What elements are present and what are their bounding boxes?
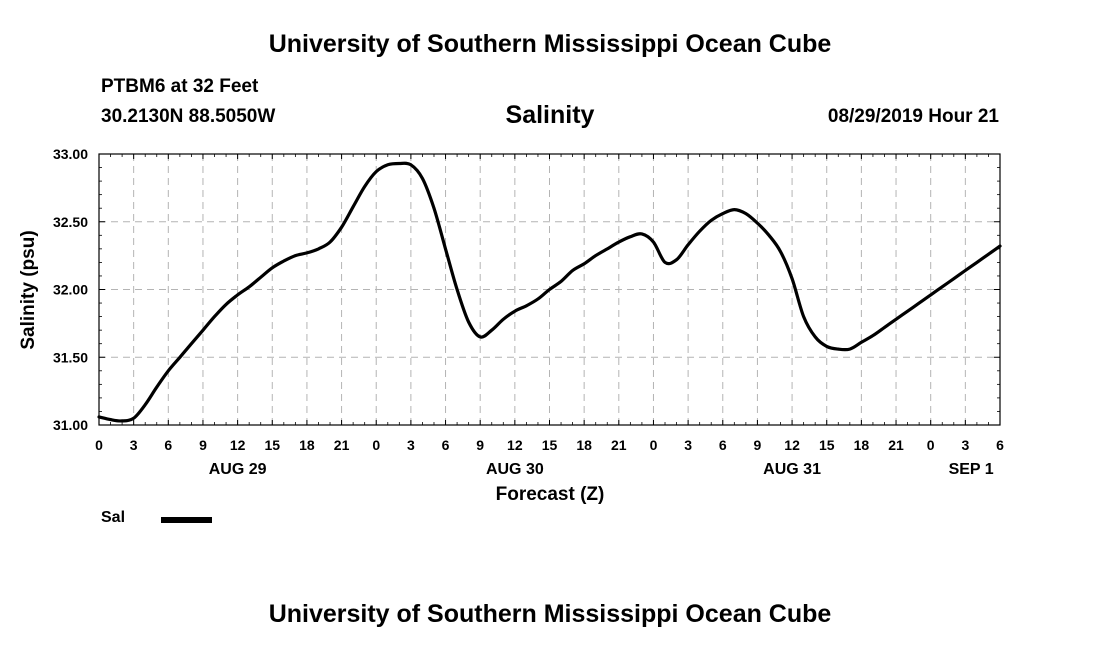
x-tick-label: 6: [442, 437, 450, 453]
y-axis-title: Salinity (psu): [18, 230, 39, 349]
legend-swatch: [161, 517, 212, 523]
x-tick-label: 9: [754, 437, 762, 453]
axis-labels: 0 3 6 9 12 15 18 21 0 3 6 9 12 15 18 21 0 3 6 9 12 15 18 21 0 3 6 3…: [18, 146, 1004, 505]
x-tick-label: 0: [95, 437, 103, 453]
header-title: University of Southern Mississippi Ocean…: [268, 30, 832, 58]
y-tick-label: 32.50: [53, 214, 88, 230]
x-tick-label: 0: [372, 437, 380, 453]
x-tick-label: 3: [684, 437, 692, 453]
x-tick-label: 3: [961, 437, 969, 453]
x-day-label: AUG 31: [763, 461, 821, 478]
forecast-timestamp: 08/29/2019 Hour 21: [827, 106, 999, 127]
x-day-label: AUG 30: [486, 461, 544, 478]
x-axis-title: Forecast (Z): [496, 484, 605, 505]
x-tick-label: 15: [819, 437, 835, 453]
x-tick-label: 6: [719, 437, 727, 453]
x-tick-label: 15: [264, 437, 280, 453]
series-line-salinity: [97, 161, 1002, 423]
x-tick-label: 6: [996, 437, 1004, 453]
x-tick-label: 18: [299, 437, 315, 453]
x-tick-label: 9: [199, 437, 207, 453]
x-tick-label: 6: [164, 437, 172, 453]
chart-title: Salinity: [505, 101, 595, 129]
x-tick-label: 3: [130, 437, 138, 453]
x-tick-label: 12: [784, 437, 800, 453]
x-tick-label: 12: [507, 437, 523, 453]
x-tick-label: 9: [476, 437, 484, 453]
footer-title: University of Southern Mississippi Ocean…: [268, 600, 832, 628]
x-tick-label: 21: [611, 437, 627, 453]
x-tick-label: 21: [334, 437, 350, 453]
plot-frame: [98, 153, 1001, 426]
y-tick-label: 31.50: [53, 349, 88, 365]
x-tick-label: 12: [230, 437, 246, 453]
y-tick-label: 32.00: [53, 282, 88, 298]
legend-label: Sal: [101, 509, 126, 526]
grid-lines: [99, 154, 1000, 425]
y-tick-label: 33.00: [53, 146, 88, 162]
station-coordinates: 30.2130N 88.5050W: [101, 106, 276, 127]
series-group: [97, 161, 1002, 423]
x-day-label: SEP 1: [949, 461, 994, 478]
station-name: PTBM6 at 32 Feet: [101, 76, 259, 97]
x-tick-label: 21: [888, 437, 904, 453]
x-tick-label: 15: [542, 437, 558, 453]
x-tick-label: 0: [927, 437, 935, 453]
x-tick-label: 3: [407, 437, 415, 453]
y-tick-label: 31.00: [53, 417, 88, 433]
x-day-label: AUG 29: [209, 461, 267, 478]
x-tick-label: 18: [854, 437, 870, 453]
x-tick-label: 0: [650, 437, 658, 453]
x-tick-label: 18: [576, 437, 592, 453]
